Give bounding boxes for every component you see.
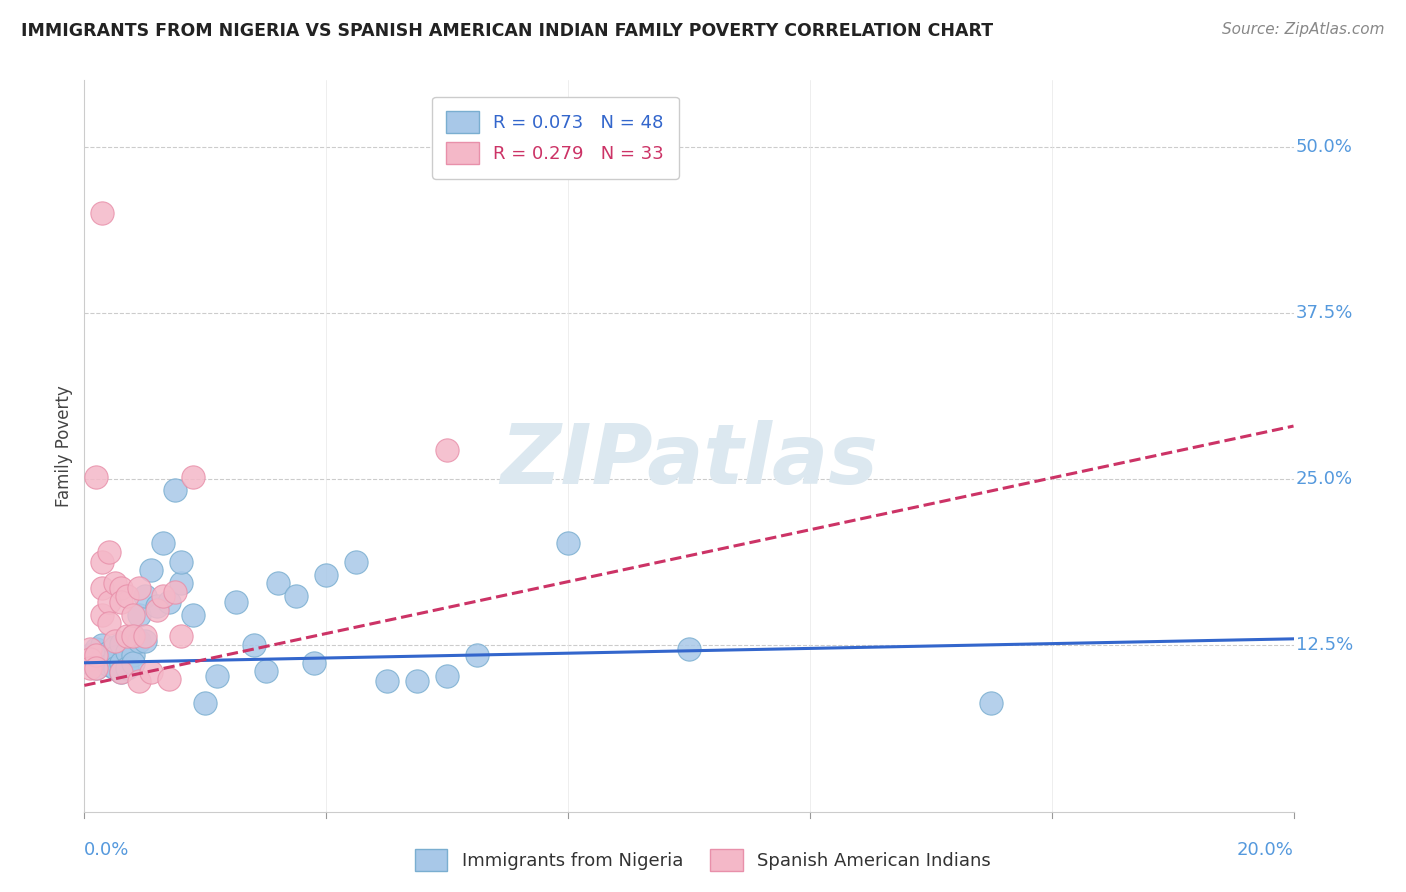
Point [170, 555, 193, 569]
Point [91, 582, 114, 596]
Point [110, 637, 132, 651]
Point [110, 594, 132, 608]
Point [254, 664, 277, 678]
Point [225, 594, 247, 608]
Point [79, 656, 101, 670]
Point [134, 634, 156, 648]
Text: 20.0%: 20.0% [1237, 841, 1294, 859]
Point [284, 589, 308, 603]
Point [97, 594, 120, 608]
Point [79, 648, 101, 662]
Point [121, 629, 143, 643]
Point [146, 599, 169, 613]
Point [980, 696, 1002, 710]
Point [678, 642, 700, 657]
Point [157, 672, 180, 686]
Point [375, 674, 398, 689]
Point [181, 607, 204, 622]
Point [91, 206, 114, 220]
Point [104, 576, 127, 591]
Point [139, 563, 162, 577]
Point [467, 648, 489, 662]
Point [79, 652, 101, 666]
Point [146, 602, 169, 616]
Point [97, 545, 120, 559]
Point [242, 639, 264, 653]
Point [110, 656, 132, 670]
Point [207, 669, 229, 683]
Point [110, 665, 132, 679]
Point [115, 629, 138, 643]
Point [134, 629, 156, 643]
Point [406, 674, 429, 689]
Point [121, 607, 143, 622]
Point [97, 645, 120, 659]
Point [86, 648, 108, 662]
Point [115, 645, 138, 659]
Point [194, 696, 217, 710]
Point [267, 576, 290, 591]
Point [121, 629, 143, 643]
Point [128, 674, 150, 689]
Point [128, 607, 150, 622]
Point [86, 661, 108, 675]
Point [121, 648, 143, 662]
Point [97, 658, 120, 673]
Point [163, 483, 186, 497]
Text: IMMIGRANTS FROM NIGERIA VS SPANISH AMERICAN INDIAN FAMILY POVERTY CORRELATION CH: IMMIGRANTS FROM NIGERIA VS SPANISH AMERI… [21, 22, 993, 40]
Text: 37.5%: 37.5% [1296, 304, 1354, 322]
Legend: Immigrants from Nigeria, Spanish American Indians: Immigrants from Nigeria, Spanish America… [408, 842, 998, 879]
Point [436, 442, 458, 457]
Point [181, 469, 204, 483]
Point [557, 536, 579, 550]
Point [121, 656, 143, 670]
Point [110, 582, 132, 596]
Point [346, 555, 368, 569]
Point [91, 652, 114, 666]
Point [315, 568, 337, 582]
Point [79, 642, 101, 657]
Text: 0.0%: 0.0% [84, 841, 129, 859]
Point [157, 594, 180, 608]
Point [104, 650, 127, 665]
Point [128, 582, 150, 596]
Point [110, 665, 132, 679]
Point [97, 615, 120, 630]
Point [436, 669, 458, 683]
Point [302, 656, 325, 670]
Point [134, 589, 156, 603]
Point [91, 555, 114, 569]
Text: 12.5%: 12.5% [1296, 637, 1353, 655]
Point [152, 589, 174, 603]
Point [86, 661, 108, 675]
Legend: R = 0.073   N = 48, R = 0.279   N = 33: R = 0.073 N = 48, R = 0.279 N = 33 [432, 96, 679, 178]
Point [170, 629, 193, 643]
Y-axis label: Family Poverty: Family Poverty [55, 385, 73, 507]
Point [104, 640, 127, 654]
Point [163, 585, 186, 599]
Point [128, 634, 150, 648]
Text: 25.0%: 25.0% [1296, 470, 1353, 488]
Point [91, 607, 114, 622]
Point [86, 642, 108, 657]
Point [139, 665, 162, 679]
Text: ZIPatlas: ZIPatlas [501, 420, 877, 501]
Text: 50.0%: 50.0% [1296, 137, 1353, 156]
Point [115, 589, 138, 603]
Point [104, 661, 127, 675]
Point [79, 661, 101, 675]
Point [115, 661, 138, 675]
Point [170, 576, 193, 591]
Point [86, 469, 108, 483]
Point [91, 639, 114, 653]
Point [152, 536, 174, 550]
Text: Source: ZipAtlas.com: Source: ZipAtlas.com [1222, 22, 1385, 37]
Point [104, 634, 127, 648]
